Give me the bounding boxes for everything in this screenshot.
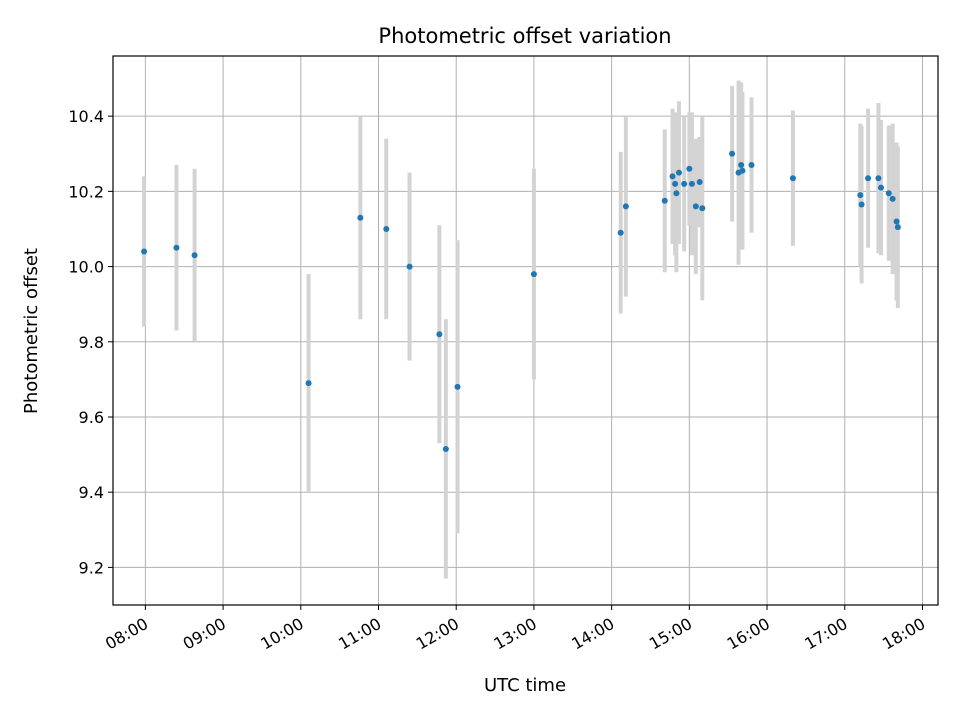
data-point <box>305 380 312 387</box>
y-axis-label: Photometric offset <box>21 248 42 414</box>
data-point <box>699 205 706 212</box>
data-point <box>661 197 668 204</box>
data-point <box>442 445 449 452</box>
x-axis-label: UTC time <box>484 675 566 696</box>
data-point <box>454 383 461 390</box>
x-tick-label: 18:00 <box>879 614 928 654</box>
data-point <box>681 180 688 187</box>
x-axis-ticks: 08:00 09:00 10:00 11:00 12:00 13:00 14:00 15:00… <box>102 605 928 654</box>
x-tick-label: 16:00 <box>724 614 773 654</box>
x-tick-label: 15:00 <box>646 614 695 654</box>
data-point <box>686 165 693 172</box>
x-tick-label: 09:00 <box>180 614 229 654</box>
data-point <box>696 178 703 185</box>
data-point <box>622 203 629 210</box>
data-point <box>191 252 198 259</box>
data-point <box>739 167 746 174</box>
data-point <box>669 173 676 180</box>
data-point <box>173 244 180 251</box>
chart-title: Photometric offset variation <box>378 24 671 48</box>
data-point <box>383 225 390 232</box>
data-point <box>893 218 900 225</box>
x-tick-label: 12:00 <box>413 614 462 654</box>
y-axis-ticks: 9.2 9.4 9.6 9.8 10.0 10.2 10.4 <box>68 107 113 577</box>
data-point <box>672 180 679 187</box>
x-tick-label: 17:00 <box>801 614 850 654</box>
data-point <box>885 190 892 197</box>
data-points <box>141 150 901 452</box>
x-tick-label: 10:00 <box>257 614 306 654</box>
y-tick-label: 9.6 <box>79 408 104 427</box>
data-point <box>617 229 624 236</box>
data-point <box>789 175 796 182</box>
data-point <box>406 263 413 270</box>
y-tick-label: 9.8 <box>79 333 104 352</box>
plot-area-frame <box>112 55 939 606</box>
data-point <box>878 184 885 191</box>
data-point <box>436 331 443 338</box>
y-tick-label: 10.0 <box>68 258 104 277</box>
error-bars <box>142 80 900 579</box>
y-tick-label: 10.2 <box>68 182 104 201</box>
data-point <box>675 169 682 176</box>
data-point <box>858 201 865 208</box>
data-point <box>748 162 755 169</box>
data-point <box>857 192 864 199</box>
x-tick-label: 08:00 <box>102 614 151 654</box>
data-point <box>692 203 699 210</box>
x-tick-label: 13:00 <box>490 614 539 654</box>
data-point <box>357 214 364 221</box>
y-tick-label: 9.2 <box>79 558 104 577</box>
data-point <box>673 190 680 197</box>
data-point <box>729 150 736 157</box>
grid <box>113 56 938 605</box>
data-point <box>141 248 148 255</box>
data-point <box>875 175 882 182</box>
data-point <box>894 224 901 231</box>
x-tick-label: 11:00 <box>335 614 384 654</box>
data-point <box>688 180 695 187</box>
y-tick-label: 9.4 <box>79 483 104 502</box>
data-point <box>738 162 745 169</box>
data-point <box>530 271 537 278</box>
data-point <box>889 195 896 202</box>
data-point <box>865 175 872 182</box>
y-tick-label: 10.4 <box>68 107 104 126</box>
x-tick-label: 14:00 <box>568 614 617 654</box>
